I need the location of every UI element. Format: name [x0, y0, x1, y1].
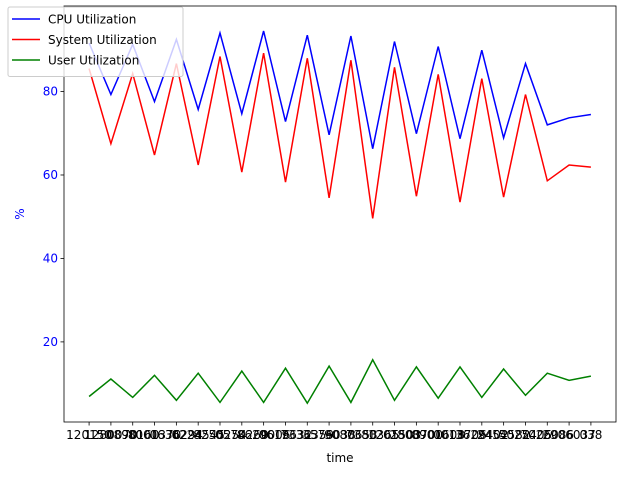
x-tick-label: 0013706 [433, 428, 486, 442]
y-tick-label: 60 [43, 168, 58, 182]
x-tick-label: 2800700 [390, 428, 443, 442]
x-tick-label: 1201503 [368, 428, 421, 442]
y-tick-label: 80 [43, 85, 58, 99]
x-tick-label: 2906037 [542, 428, 595, 442]
x-tick-label: 120150 [66, 428, 112, 442]
legend-label: User Utilization [48, 54, 139, 68]
x-tick-label: 3576038 [302, 428, 355, 442]
x-tick-label: 0619632 [259, 428, 312, 442]
x-tick-label: 9080653 [324, 428, 377, 442]
legend-box [7, 6, 184, 77]
x-tick-label: 8901608 [411, 428, 464, 442]
x-tick-label: 038 [579, 428, 602, 442]
x-tick-label: 0890160 [106, 428, 159, 442]
x-tick-label: 7380365 [346, 428, 399, 442]
x-tick-label: 3629402 [455, 428, 508, 442]
x-tick-label: 1280070 [84, 428, 137, 442]
x-tick-label: 0570260 [215, 428, 268, 442]
y-tick-label: 20 [43, 335, 58, 349]
y-tick-label: 40 [43, 251, 58, 265]
x-tick-label: 0224545 [171, 428, 224, 442]
x-tick-label: 5025405 [499, 428, 552, 442]
x-axis-label: time [326, 451, 353, 465]
plot-frame [63, 5, 617, 423]
legend-label: CPU Utilization [48, 13, 136, 27]
x-tick-label: 8001370 [128, 428, 181, 442]
line-series [88, 52, 591, 219]
legend-label: System Utilization [48, 33, 157, 47]
x-tick-label: 0636294 [150, 428, 203, 442]
x-tick-label: 8250254 [193, 428, 246, 442]
x-tick-label: 8629006 [237, 428, 290, 442]
legend: CPU Utilization System Utilization User Ut… [7, 6, 184, 77]
line-series [88, 358, 592, 405]
x-tick-label: 7336359 [281, 428, 334, 442]
x-tick-label: 7026086 [521, 428, 574, 442]
y-axis-label: % [13, 208, 27, 219]
x-tick-label: 2454582 [477, 428, 530, 442]
